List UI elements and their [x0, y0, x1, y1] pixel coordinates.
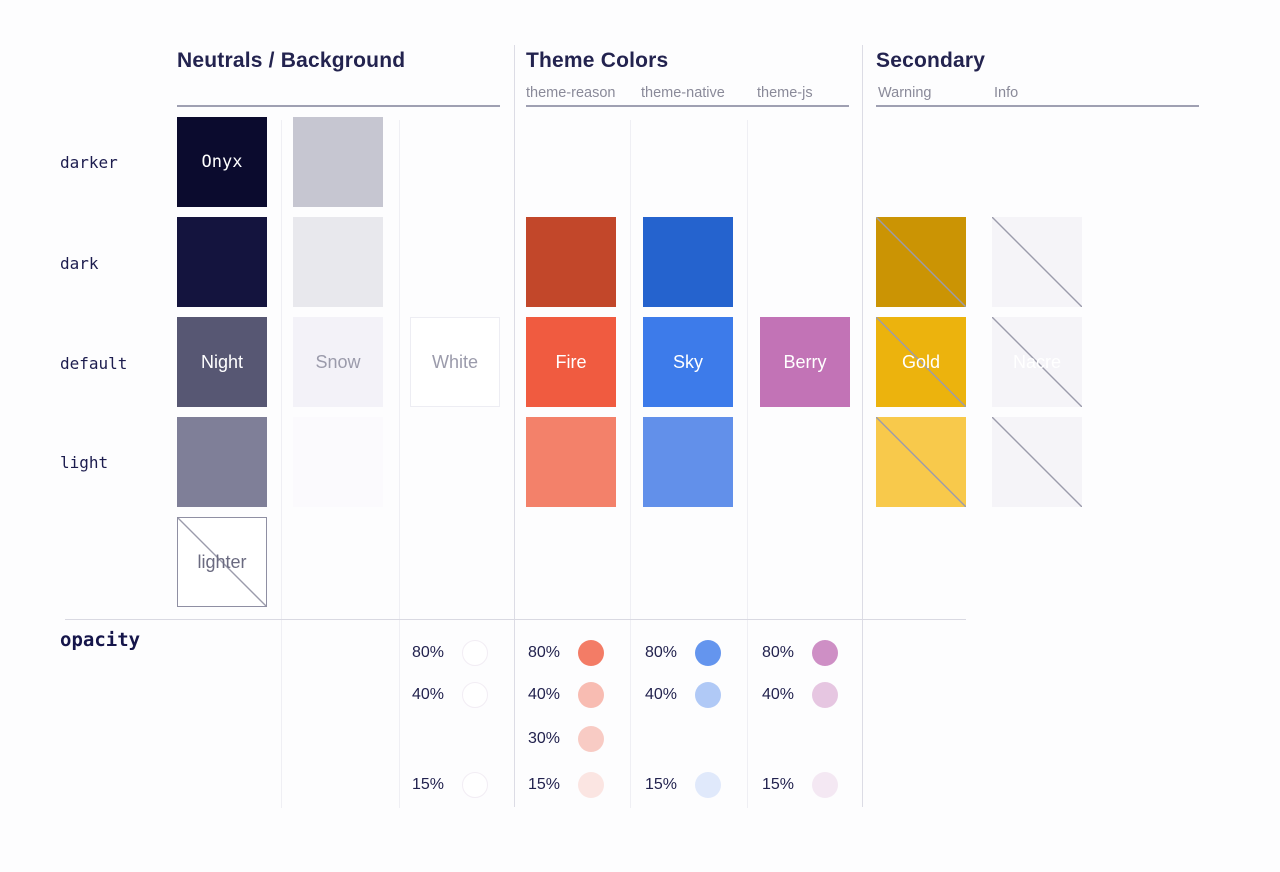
swatch-snow-light — [293, 417, 383, 507]
opacity-label-white-80%: 80% — [412, 644, 445, 661]
opacity-dot-berry-15% — [812, 772, 838, 798]
swatch-label-info-default: Nacre — [1012, 351, 1061, 372]
opacity-label-fire-15%: 15% — [528, 776, 561, 793]
opacity-label-sky-80%: 80% — [645, 644, 678, 661]
swatch-snow-default: Snow — [293, 317, 383, 407]
section-divider-vertical — [862, 45, 863, 807]
row-label-darker: darker — [60, 153, 118, 172]
swatch-label-night-default: Night — [200, 351, 244, 372]
swatch-gold-default: Gold — [876, 317, 966, 407]
section-divider-vertical — [514, 45, 515, 807]
diagonal-line-icon — [992, 317, 1082, 407]
grid-line-vertical — [747, 120, 748, 808]
swatch-label-sky-default: Sky — [672, 351, 703, 372]
swatch-label-white-default: White — [431, 351, 478, 372]
opacity-section-divider — [65, 619, 966, 620]
swatch-label-fire-default: Fire — [555, 351, 587, 372]
opacity-label-fire-30%: 30% — [528, 730, 561, 747]
swatch-gray-darker — [293, 117, 383, 207]
grid-line-vertical — [281, 120, 282, 808]
section-underline-secondary — [876, 105, 1199, 107]
swatch-night-light — [177, 417, 267, 507]
swatch-label-snow-default: Snow — [315, 351, 361, 372]
swatch-label-gold-default: Gold — [901, 351, 941, 372]
opacity-dot-sky-40% — [695, 682, 721, 708]
swatch-onyx-darker: Onyx — [177, 117, 267, 207]
diagonal-line-icon — [178, 518, 266, 606]
diagonal-line-icon — [992, 417, 1082, 507]
column-label-theme-reason: theme-reason — [526, 85, 616, 101]
opacity-label-white-15%: 15% — [412, 776, 445, 793]
swatch-sky-light — [643, 417, 733, 507]
section-title-neutrals: Neutrals / Background — [177, 49, 406, 72]
diagonal-line-icon — [992, 217, 1082, 307]
opacity-label-white-40%: 40% — [412, 686, 445, 703]
opacity-label-fire-40%: 40% — [528, 686, 561, 703]
diagonal-line-icon — [876, 317, 966, 407]
swatch-fire-light — [526, 417, 616, 507]
diagonal-line-icon — [876, 217, 966, 307]
swatch-info-light — [992, 417, 1082, 507]
opacity-dot-berry-40% — [812, 682, 838, 708]
opacity-dot-fire-30% — [578, 726, 604, 752]
swatch-white-default: White — [410, 317, 500, 407]
opacity-dot-sky-80% — [695, 640, 721, 666]
swatch-fire-dark — [526, 217, 616, 307]
swatch-night-default: Night — [177, 317, 267, 407]
opacity-label-berry-40%: 40% — [762, 686, 795, 703]
column-label-warning: Warning — [878, 85, 932, 101]
row-label-dark: dark — [60, 254, 99, 273]
section-underline-theme — [526, 105, 849, 107]
opacity-label-sky-40%: 40% — [645, 686, 678, 703]
opacity-dot-fire-40% — [578, 682, 604, 708]
swatch-gray-dark — [293, 217, 383, 307]
section-title-theme-colors: Theme Colors — [526, 49, 669, 72]
opacity-dot-berry-80% — [812, 640, 838, 666]
swatch-label-lighter: lighter — [197, 551, 247, 572]
opacity-label-berry-15%: 15% — [762, 776, 795, 793]
opacity-dot-fire-15% — [578, 772, 604, 798]
diagonal-line-icon — [876, 417, 966, 507]
opacity-dot-white-80% — [462, 640, 488, 666]
swatch-label-berry-default: Berry — [783, 351, 827, 372]
swatch-sky-dark — [643, 217, 733, 307]
opacity-dot-white-15% — [462, 772, 488, 798]
column-label-theme-js: theme-js — [757, 85, 813, 101]
row-label-default: default — [60, 354, 128, 373]
grid-line-vertical — [630, 120, 631, 808]
grid-line-vertical — [399, 120, 400, 808]
opacity-dot-sky-15% — [695, 772, 721, 798]
swatch-gold-dark — [876, 217, 966, 307]
row-label-light: light — [60, 453, 109, 472]
opacity-dot-white-40% — [462, 682, 488, 708]
opacity-label-berry-80%: 80% — [762, 644, 795, 661]
swatch-sky-default: Sky — [643, 317, 733, 407]
swatch-lighter: lighter — [177, 517, 267, 607]
opacity-label-sky-15%: 15% — [645, 776, 678, 793]
swatch-info-default: Nacre — [992, 317, 1082, 407]
opacity-dot-fire-80% — [578, 640, 604, 666]
swatch-gold-light — [876, 417, 966, 507]
row-label-opacity: opacity — [60, 629, 141, 651]
column-label-theme-native: theme-native — [641, 85, 725, 101]
section-title-secondary: Secondary — [876, 49, 986, 72]
swatch-navy-dark — [177, 217, 267, 307]
section-underline-neutrals — [177, 105, 500, 107]
swatch-berry-default: Berry — [760, 317, 850, 407]
swatch-fire-default: Fire — [526, 317, 616, 407]
swatch-label-onyx-darker: Onyx — [201, 152, 243, 172]
swatch-info-dark — [992, 217, 1082, 307]
column-label-info: Info — [994, 85, 1019, 101]
opacity-label-fire-80%: 80% — [528, 644, 561, 661]
